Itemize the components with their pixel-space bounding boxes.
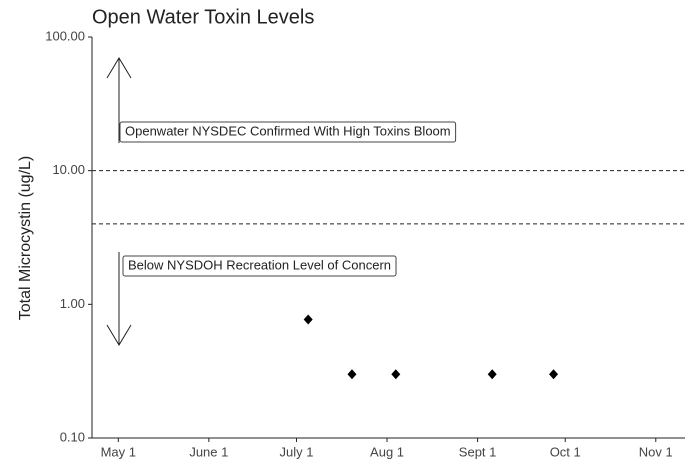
down-arrow-head — [106, 324, 132, 346]
x-tick-label: May 1 — [101, 444, 136, 459]
x-tick-label: Oct 1 — [550, 444, 581, 459]
x-tick-label: Sept 1 — [459, 444, 497, 459]
point — [347, 369, 357, 380]
y-tick-label: 0.10 — [60, 429, 85, 444]
y-tick-label: 100.00 — [45, 28, 85, 43]
point — [303, 314, 313, 325]
annotation-box — [119, 121, 457, 143]
annotation: Openwater NYSDEC Confirmed With High Tox… — [125, 123, 451, 138]
y-tick-label: 1.00 — [60, 296, 85, 311]
annotation: Below NYSDOH Recreation Level of Concern — [128, 257, 391, 272]
y-tick-label: 10.00 — [52, 162, 85, 177]
x-tick-label: June 1 — [189, 444, 228, 459]
point — [487, 369, 497, 380]
up-arrow-head — [106, 57, 132, 79]
point — [549, 369, 559, 380]
arrows — [106, 57, 132, 346]
y-axis-label: Total Microcystin (ug/L) — [17, 156, 34, 321]
annotation-box — [122, 255, 397, 277]
chart-title: Open Water Toxin Levels — [92, 6, 314, 28]
x-tick-label: Nov 1 — [639, 444, 673, 459]
x-tick-label: Aug 1 — [370, 444, 404, 459]
x-tick-label: July 1 — [279, 444, 313, 459]
point — [391, 369, 401, 380]
